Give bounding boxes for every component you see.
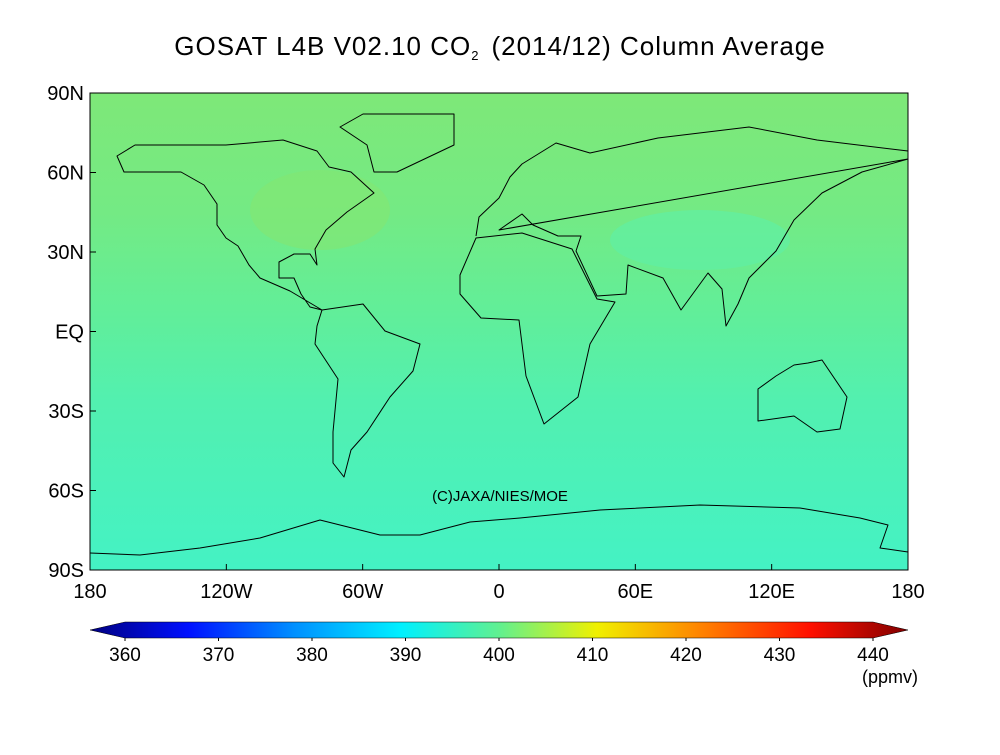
y-tick-label: 30N <box>47 242 84 264</box>
south-america <box>314 303 421 478</box>
colorbar-tick-label: 440 <box>857 645 889 666</box>
greenland <box>339 113 455 173</box>
eurasia <box>475 126 909 327</box>
y-tick-label: 90S <box>48 560 84 582</box>
colorbar-tick-label: 390 <box>390 645 422 666</box>
coastlines <box>89 113 909 556</box>
x-tick-label: 60E <box>618 581 654 603</box>
x-tick-label: 120E <box>748 581 795 603</box>
x-tick-label: 60W <box>342 581 383 603</box>
colorbar-tick-label: 420 <box>670 645 702 666</box>
x-tick-label: 0 <box>493 581 504 603</box>
field-patch <box>250 170 390 250</box>
colorbar <box>89 621 909 639</box>
colorbar-tick-label: 370 <box>203 645 235 666</box>
antarctica <box>89 504 909 556</box>
title-text: GOSAT L4B V02.10 CO <box>174 31 471 61</box>
map-title: GOSAT L4B V02.10 CO2 (2014/12) Column Ave… <box>174 31 825 63</box>
colorbar-unit: (ppmv) <box>862 667 918 687</box>
title-subscript: 2 <box>471 48 479 63</box>
field-patch <box>610 210 790 270</box>
co2-field <box>90 93 908 570</box>
colorbar-tick-label: 400 <box>483 645 515 666</box>
africa <box>459 232 616 425</box>
australia <box>757 359 848 433</box>
north-america <box>116 139 375 311</box>
y-tick-label: EQ <box>55 322 84 344</box>
colorbar-tick-label: 430 <box>764 645 796 666</box>
y-tick-label: 60N <box>47 163 84 185</box>
y-tick-label: 60S <box>48 481 84 503</box>
x-tick-label: 180 <box>891 581 924 603</box>
credit: (C)JAXA/NIES/MOE <box>432 488 568 505</box>
title-suffix: (2014/12) Column Average <box>491 31 825 61</box>
colorbar-tick-label: 360 <box>109 645 141 666</box>
colorbar-tick-label: 380 <box>296 645 328 666</box>
colorbar-tick-label: 410 <box>577 645 609 666</box>
y-tick-label: 30S <box>48 401 84 423</box>
x-tick-label: 180 <box>73 581 106 603</box>
y-tick-label: 90N <box>47 83 84 105</box>
x-tick-label: 120W <box>200 581 252 603</box>
